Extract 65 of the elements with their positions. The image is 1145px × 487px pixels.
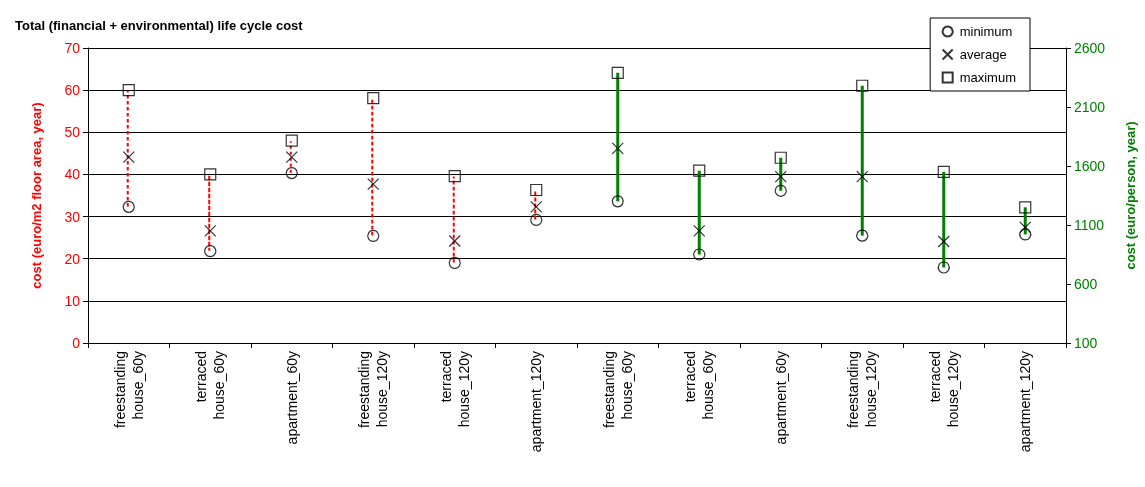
y2-tick-label: 2100 [1074,99,1106,115]
x-tick-label: apartment_120y [528,351,545,453]
y-tick-label: 50 [64,124,81,141]
point [122,200,135,213]
x-tick-label: apartment_60y [283,351,300,445]
point [367,229,380,243]
y-axis-title: cost (euro/m2 floor area, year) [29,102,44,289]
x-tick-label: apartment_60y [772,351,789,445]
point [448,256,461,270]
bar [697,170,701,255]
y-tick-label: 10 [64,292,81,309]
y2-axis-title: cost (euro/person, year) [1123,121,1138,270]
y-tick-label: 0 [72,335,81,351]
point [856,170,869,183]
point [204,168,217,181]
y2-tick-label: 600 [1074,276,1098,292]
point [530,213,543,227]
y-tick-label: 20 [64,250,81,267]
legend-label: average [959,47,1007,62]
point [285,167,298,180]
point [285,151,298,164]
point [367,178,380,191]
point [122,151,135,164]
point [1019,221,1032,234]
y2-tick-label: 1100 [1074,217,1105,233]
point [774,151,787,164]
y-tick-label: 30 [64,208,81,225]
point [856,79,869,92]
bar [860,85,864,236]
legend-label: minimum [959,24,1013,39]
point [856,229,869,242]
point [937,235,950,248]
y-tick-label: 60 [64,82,81,99]
point [693,248,706,261]
point [204,224,217,237]
point [448,234,461,248]
y-tick-label: 40 [64,166,81,183]
x-tick-label: freestanding house_60y [600,351,635,429]
y2-tick-label: 100 [1074,335,1098,351]
legend-label: maximum [959,70,1017,85]
point [285,134,298,147]
point [1019,228,1032,241]
point [937,165,950,178]
point [611,142,624,155]
point [937,261,950,274]
point [611,66,624,79]
point [122,84,135,97]
point [774,184,787,197]
point [448,170,461,183]
bar [616,72,620,202]
point [693,224,706,237]
point [1019,201,1032,214]
point [204,245,217,258]
point [530,200,543,213]
point [693,164,706,177]
chart-title: Total (financial + environmental) life cycle cost [15,18,304,33]
y2-tick-label: 1600 [1074,158,1106,174]
y2-tick-label: 2600 [1074,40,1106,56]
y-tick-label: 70 [64,40,81,56]
point [774,170,787,183]
x-tick-label: apartment_120y [1017,351,1034,453]
point [530,183,543,197]
point [611,195,624,208]
point [367,92,380,105]
x-tick-label: freestanding house_60y [111,351,146,429]
